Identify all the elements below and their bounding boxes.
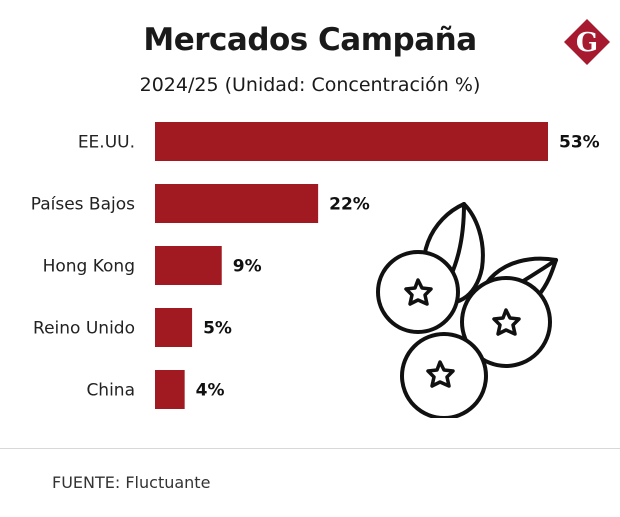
value-label: 9% — [233, 257, 262, 277]
chart-subtitle: 2024/25 (Unidad: Concentración %) — [139, 74, 481, 96]
category-label: China — [86, 381, 135, 401]
value-label: 53% — [559, 133, 600, 153]
brand-logo-icon: G — [564, 19, 610, 65]
category-label: Países Bajos — [31, 195, 135, 215]
value-label: 5% — [203, 319, 232, 339]
category-label: Reino Unido — [33, 319, 135, 339]
category-label: EE.UU. — [78, 133, 135, 153]
chart-title: Mercados Campaña — [143, 22, 477, 58]
bar — [155, 184, 319, 223]
bar — [155, 122, 548, 161]
category-label: Hong Kong — [43, 257, 135, 277]
bar — [155, 370, 185, 409]
value-label: 22% — [329, 195, 370, 215]
bar — [155, 308, 193, 347]
footer-divider — [0, 448, 620, 449]
brand-logo-letter: G — [576, 28, 598, 58]
blueberries-icon — [376, 202, 558, 418]
value-label: 4% — [196, 381, 225, 401]
bar — [155, 246, 222, 285]
source-note: FUENTE: Fluctuante — [52, 473, 211, 492]
